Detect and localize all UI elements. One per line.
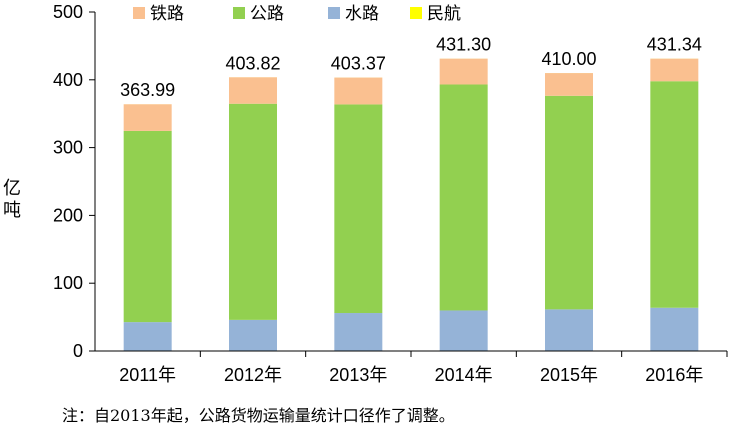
axes-layer: 0 100 200 300 400 500 (53, 2, 728, 361)
x-tick-label: 2014年 (435, 365, 493, 385)
bar-segment-公路-2014年 (439, 84, 488, 311)
x-tick-label: 2016年 (645, 365, 703, 385)
y-axis-label: 亿吨 (3, 178, 21, 221)
total-label: 410.00 (541, 49, 596, 69)
legend-label: 铁路 (150, 4, 184, 24)
bar-segment-公路-2015年 (545, 95, 593, 310)
bar-segment-公路-2011年 (123, 130, 172, 323)
y-tick-label: 400 (53, 70, 83, 90)
bar-segment-水路-2015年 (545, 309, 593, 351)
y-tick-label: 200 (53, 205, 83, 225)
x-tick-label: 2011年 (119, 365, 176, 385)
x-tick-label: 2013年 (329, 365, 387, 385)
total-label: 431.34 (647, 35, 702, 55)
bar-segment-铁路-2014年 (439, 58, 488, 85)
bar-segment-公路-2012年 (229, 103, 277, 320)
legend: 铁路 公路 水路 民航 (133, 4, 461, 24)
bar-segment-公路-2013年 (334, 104, 383, 314)
bar-segment-公路-2016年 (650, 81, 699, 308)
y-tick-label: 500 (53, 2, 83, 22)
bar-segment-铁路-2012年 (229, 77, 277, 104)
total-label: 431.30 (436, 35, 491, 55)
total-label: 363.99 (120, 80, 175, 100)
bars-layer (123, 58, 699, 351)
legend-swatch (233, 7, 245, 19)
bar-segment-水路-2011年 (123, 322, 172, 351)
legend-label: 公路 (250, 4, 284, 24)
footnote: 注：自2013年起，公路货物运输量统计口径作了调整。 (62, 406, 455, 425)
bar-segment-铁路-2013年 (334, 77, 383, 105)
legend-swatch (328, 7, 340, 19)
y-tick-label: 0 (73, 341, 83, 361)
x-tick-label: 2015年 (540, 365, 598, 385)
bar-segment-铁路-2015年 (545, 73, 593, 96)
legend-swatch (133, 7, 145, 19)
bar-segment-水路-2014年 (439, 310, 488, 351)
y-tick-label: 100 (53, 273, 83, 293)
bar-segment-水路-2012年 (229, 319, 277, 351)
bar-segment-水路-2013年 (334, 313, 383, 351)
y-tick-label: 300 (53, 138, 83, 158)
legend-swatch (410, 7, 422, 19)
labels-layer: 363.99 2011年 403.82 2012年 403.37 2013年 431.30 2… (119, 35, 703, 385)
legend-label: 民航 (427, 4, 461, 24)
bar-segment-铁路-2011年 (123, 104, 172, 131)
legend-label: 水路 (345, 4, 379, 24)
x-tick-label: 2012年 (224, 365, 282, 385)
bar-segment-水路-2016年 (650, 307, 699, 351)
total-label: 403.82 (225, 53, 280, 73)
bar-segment-铁路-2016年 (650, 58, 699, 82)
total-label: 403.37 (331, 54, 386, 74)
